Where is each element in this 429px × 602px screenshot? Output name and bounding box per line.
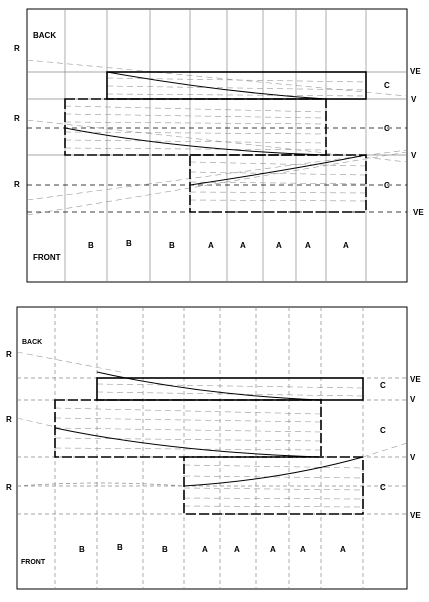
label-v-1: V — [411, 95, 417, 104]
diagram-top: BACK FRONT R R R VE C V C V C VE B B B A… — [0, 0, 429, 290]
label-b-3: B — [169, 241, 175, 250]
vertical-grid — [64, 9, 367, 282]
curves — [54, 371, 364, 487]
board-top — [96, 377, 364, 401]
label-c-2: C — [384, 124, 390, 133]
dashed-curve — [16, 482, 185, 487]
label-a-2: A — [234, 545, 240, 554]
label-ve-top: VE — [410, 375, 421, 384]
frame — [26, 8, 408, 283]
label-a-4: A — [305, 241, 311, 250]
diagram-bottom: BACK FRONT R R R VE C V C V C VE B B B A… — [0, 300, 429, 597]
label-a-3: A — [270, 545, 276, 554]
label-front: FRONT — [21, 559, 46, 566]
label-a-1: A — [208, 241, 214, 250]
label-b-2: B — [126, 239, 132, 248]
label-ve-bottom: VE — [413, 208, 424, 217]
label-b-1: B — [79, 545, 85, 554]
label-c-3: C — [380, 483, 386, 492]
hatch-lines — [26, 59, 408, 216]
label-r-3: R — [6, 483, 12, 492]
label-v-2: V — [411, 151, 417, 160]
label-ve-top: VE — [410, 67, 421, 76]
label-a-4: A — [300, 545, 306, 554]
label-front: FRONT — [33, 253, 61, 262]
horizontal-guides — [17, 377, 407, 515]
label-v-1: V — [410, 395, 416, 404]
board-bottom — [189, 154, 367, 213]
label-a-3: A — [276, 241, 282, 250]
board-top — [106, 71, 367, 100]
label-r-2: R — [6, 415, 12, 424]
curves — [64, 71, 367, 186]
label-back: BACK — [22, 339, 42, 346]
diagram-top-svg: BACK FRONT R R R VE C V C V C VE B B B A… — [14, 8, 424, 283]
label-a-5: A — [340, 545, 346, 554]
label-a-1: A — [202, 545, 208, 554]
label-v-2: V — [410, 453, 416, 462]
label-r-3: R — [14, 180, 20, 189]
label-a-5: A — [343, 241, 349, 250]
label-b-2: B — [117, 543, 123, 552]
diagram-bottom-svg: BACK FRONT R R R VE C V C V C VE B B B A… — [6, 306, 421, 590]
label-ve-bottom: VE — [410, 511, 421, 520]
dashed-guides — [27, 127, 407, 213]
label-r-2: R — [14, 114, 20, 123]
hatch-lines — [16, 351, 408, 508]
horizontal-guides — [27, 71, 407, 156]
label-back: BACK — [33, 31, 56, 40]
label-c-1: C — [380, 381, 386, 390]
label-c-1: C — [384, 81, 390, 90]
label-c-2: C — [380, 426, 386, 435]
board-bottom — [183, 456, 364, 515]
label-r-1: R — [14, 44, 20, 53]
label-a-2: A — [240, 241, 246, 250]
label-b-3: B — [162, 545, 168, 554]
vertical-grid — [54, 307, 364, 589]
label-b-1: B — [88, 241, 94, 250]
label-c-3: C — [384, 181, 390, 190]
label-r-1: R — [6, 350, 12, 359]
frame — [16, 306, 408, 590]
